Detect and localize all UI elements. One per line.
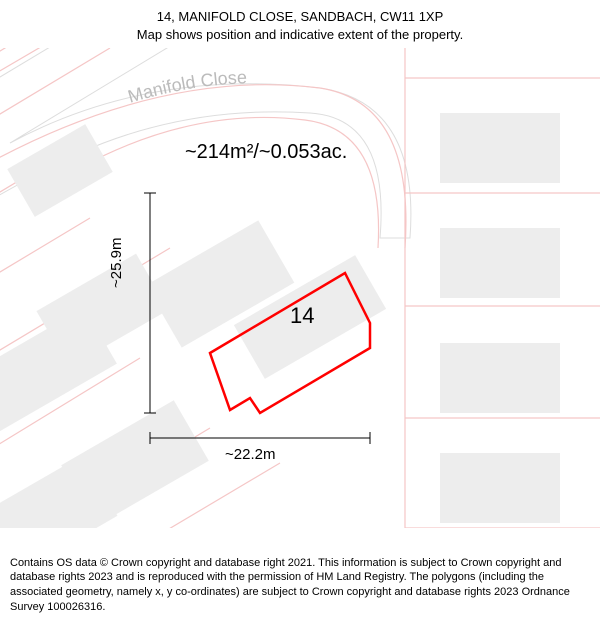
footer-copyright: Contains OS data © Crown copyright and d…: [0, 550, 600, 625]
page-title: 14, MANIFOLD CLOSE, SANDBACH, CW11 1XP: [10, 8, 590, 26]
map-svg: Manifold Close: [0, 48, 600, 528]
width-dimension-label: ~22.2m: [225, 446, 275, 463]
area-label: ~214m²/~0.053ac.: [185, 141, 347, 164]
height-dimension-label: ~25.9m: [108, 238, 125, 288]
map-container: Manifold Close ~214m²/~0.053ac. ~25.9m ~…: [0, 48, 600, 528]
plot-number: 14: [290, 303, 314, 329]
page-subtitle: Map shows position and indicative extent…: [10, 26, 590, 44]
header: 14, MANIFOLD CLOSE, SANDBACH, CW11 1XP M…: [0, 0, 600, 48]
